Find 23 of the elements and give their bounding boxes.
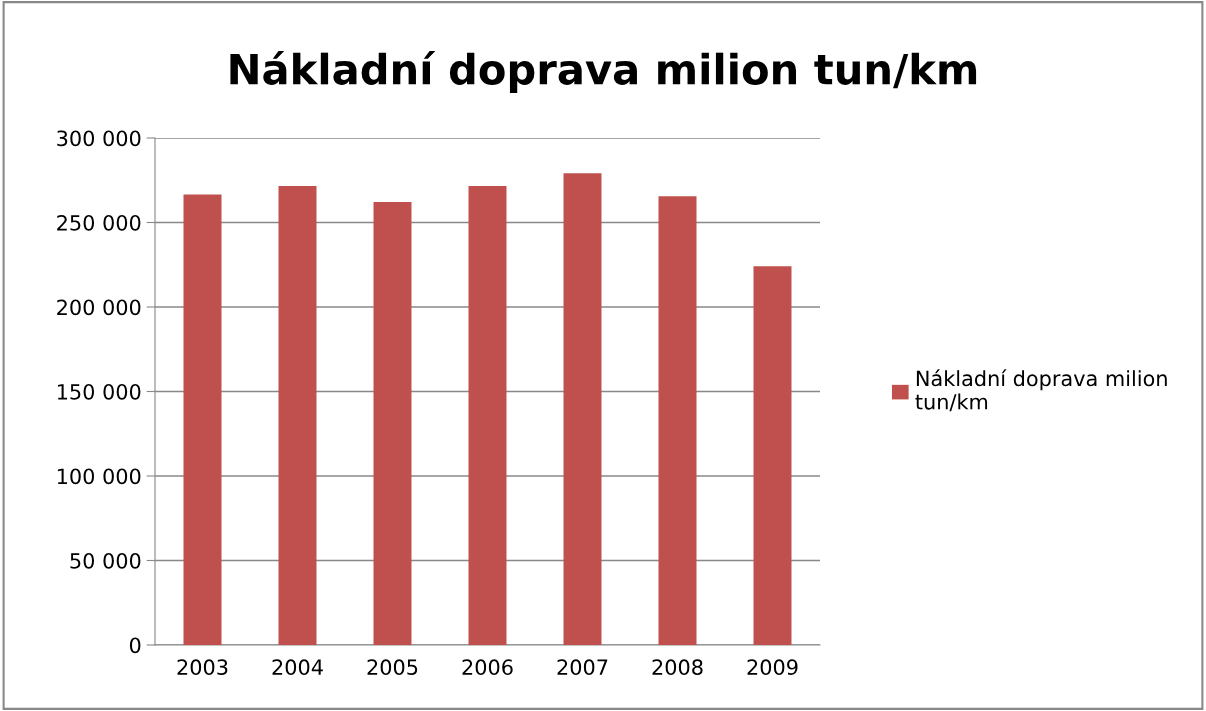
bar (658, 196, 697, 645)
chart-title: Nákladní doprava milion tun/km (230, 51, 977, 93)
legend-label: Nákladní doprava milion tun/km (915, 369, 1167, 412)
x-tick-label: 2004 (272, 659, 323, 676)
y-tick-label: 200 000 (57, 299, 141, 316)
bar (183, 194, 222, 645)
y-tick-label: 300 000 (57, 130, 141, 147)
x-tick-label: 2005 (367, 659, 418, 676)
x-tick-label: 2003 (177, 659, 228, 676)
y-tick-label: 150 000 (57, 383, 141, 400)
x-tick-label: 2006 (462, 659, 513, 676)
bar (373, 201, 412, 645)
x-tick-label: 2007 (557, 659, 608, 676)
bar (278, 186, 317, 645)
bar (753, 266, 792, 645)
y-tick-label: 50 000 (70, 552, 141, 569)
x-tick-label: 2008 (652, 659, 703, 676)
x-tick-label: 2009 (747, 659, 798, 676)
y-tick-label: 250 000 (57, 214, 141, 231)
bar (563, 173, 602, 645)
y-tick-label: 0 (129, 637, 141, 654)
y-tick-label: 100 000 (57, 468, 141, 485)
bar (468, 186, 507, 645)
